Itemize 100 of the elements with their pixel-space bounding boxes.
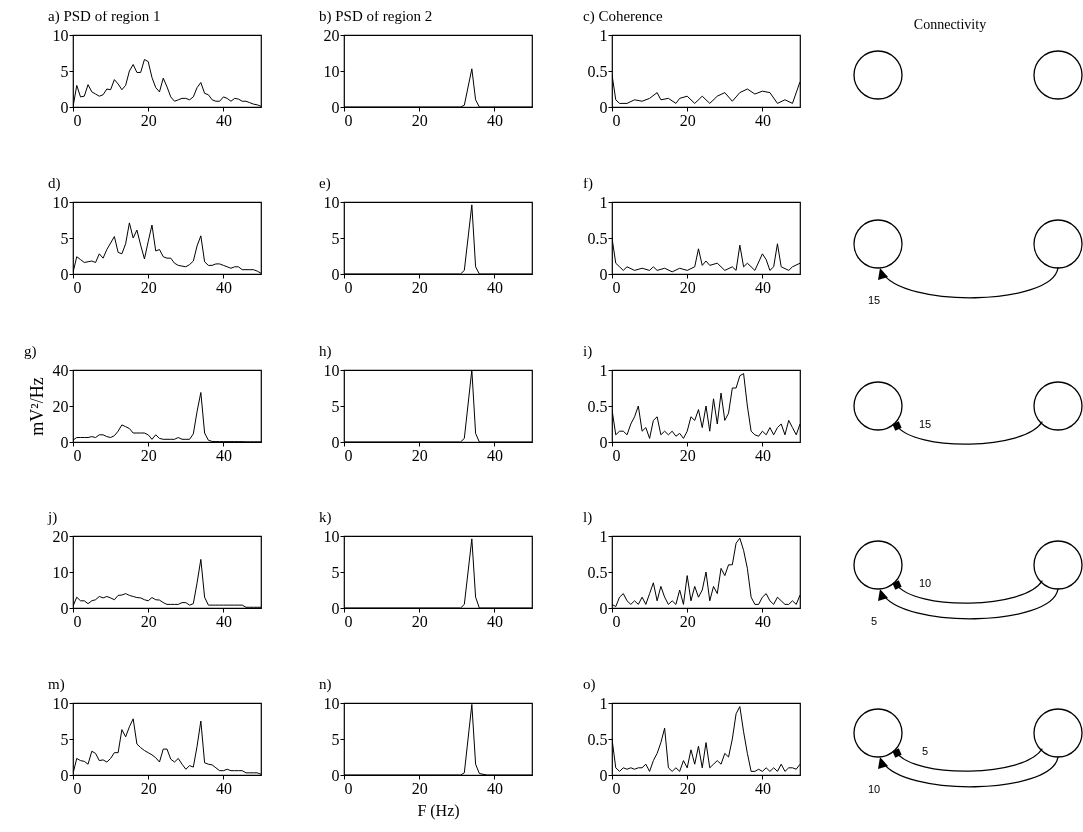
chart-title: c) Coherence [583,8,663,25]
y-tick-label: 5 [331,397,340,415]
x-tick-label: 0 [612,779,621,797]
x-tick-label: 0 [73,446,82,464]
chart-title: b) PSD of region 2 [319,8,433,25]
x-tick-label: 40 [486,779,503,797]
x-tick-label: 20 [679,278,696,296]
x-tick-label: 0 [612,446,621,464]
y-tick-label: 1 [599,694,608,712]
y-tick-label: 1 [599,527,608,545]
y-tick-label: 0 [599,433,608,451]
y-tick-label: 0 [599,98,608,116]
chart-title: g) [24,343,37,360]
x-tick-label: 40 [215,111,232,129]
x-tick-label: 40 [754,111,771,129]
y-tick-label: 0 [60,98,69,116]
y-tick-label: 5 [331,563,340,581]
chart-title: a) PSD of region 1 [48,8,161,25]
y-tick-label: 1 [599,361,608,379]
x-tick-label: 20 [140,111,157,129]
y-tick-label: 0.5 [587,563,608,581]
x-tick-label: 20 [140,612,157,630]
chart-title: f) [583,175,593,192]
y-tick-label: 10 [323,694,340,712]
y-tick-label: 20 [323,26,340,44]
y-tick-label: 20 [52,397,69,415]
x-tick-label: 40 [215,612,232,630]
x-tick-label: 40 [486,446,503,464]
chart-title: e) [319,175,331,192]
x-tick-label: 20 [140,446,157,464]
chart-title: n) [319,676,332,693]
x-tick-label: 20 [679,111,696,129]
chart-title: i) [583,343,593,360]
x-tick-label: 40 [754,779,771,797]
y-tick-label: 5 [331,730,340,748]
chart-title: j) [47,509,58,526]
y-tick-label: 0.5 [587,730,608,748]
y-tick-label: 5 [331,229,340,247]
text: Connectivity [913,17,987,32]
text: 10 [867,783,881,795]
y-tick-label: 10 [52,563,69,581]
x-tick-label: 20 [411,111,428,129]
y-tick-label: 0.5 [587,229,608,247]
x-tick-label: 20 [679,612,696,630]
y-tick-label: 0.5 [587,62,608,80]
y-tick-label: 0 [331,599,340,617]
y-axis-title: mV²/Hz [26,377,47,436]
y-tick-label: 5 [60,229,69,247]
y-tick-label: 0 [60,599,69,617]
x-tick-label: 40 [486,612,503,630]
text: 10 [918,577,932,589]
x-tick-label: 0 [73,111,82,129]
x-tick-label: 20 [679,779,696,797]
line-series [612,373,800,439]
x-tick-label: 40 [754,446,771,464]
x-tick-label: 40 [215,779,232,797]
y-tick-label: 5 [60,62,69,80]
y-tick-label: 10 [52,694,69,712]
y-tick-label: 0 [60,766,69,784]
y-tick-label: 0 [331,766,340,784]
y-tick-label: 10 [323,361,340,379]
text: 5 [870,615,878,627]
y-tick-label: 20 [52,527,69,545]
chart-title: k) [319,509,332,526]
chart-title: d) [48,175,61,192]
x-tick-label: 0 [612,278,621,296]
chart-title: h) [319,343,332,360]
text: 15 [918,418,932,430]
x-tick-label: 40 [754,278,771,296]
x-tick-label: 20 [679,446,696,464]
y-tick-label: 10 [323,62,340,80]
chart-title: m) [48,676,65,693]
chart-title: l) [583,509,593,526]
x-tick-label: 0 [344,111,353,129]
x-tick-label: 20 [140,278,157,296]
x-tick-label: 20 [411,779,428,797]
x-tick-label: 40 [754,612,771,630]
y-tick-label: 0.5 [587,397,608,415]
x-tick-label: 0 [73,779,82,797]
x-tick-label: 40 [486,278,503,296]
x-tick-label: 20 [411,446,428,464]
y-tick-label: 1 [599,193,608,211]
x-tick-label: 0 [612,612,621,630]
y-tick-label: 0 [60,433,69,451]
y-tick-label: 0 [331,433,340,451]
y-tick-label: 10 [52,193,69,211]
x-tick-label: 0 [612,111,621,129]
text: 5 [921,745,929,757]
x-tick-label: 40 [215,278,232,296]
y-tick-label: 10 [323,193,340,211]
y-tick-label: 0 [331,98,340,116]
y-tick-label: 40 [52,361,69,379]
y-tick-label: 10 [323,527,340,545]
x-tick-label: 0 [344,446,353,464]
x-axis-title: F (Hz) [417,801,460,820]
x-tick-label: 20 [411,612,428,630]
y-tick-label: 0 [599,766,608,784]
y-tick-label: 0 [599,599,608,617]
y-tick-label: 10 [52,26,69,44]
y-tick-label: 5 [60,730,69,748]
